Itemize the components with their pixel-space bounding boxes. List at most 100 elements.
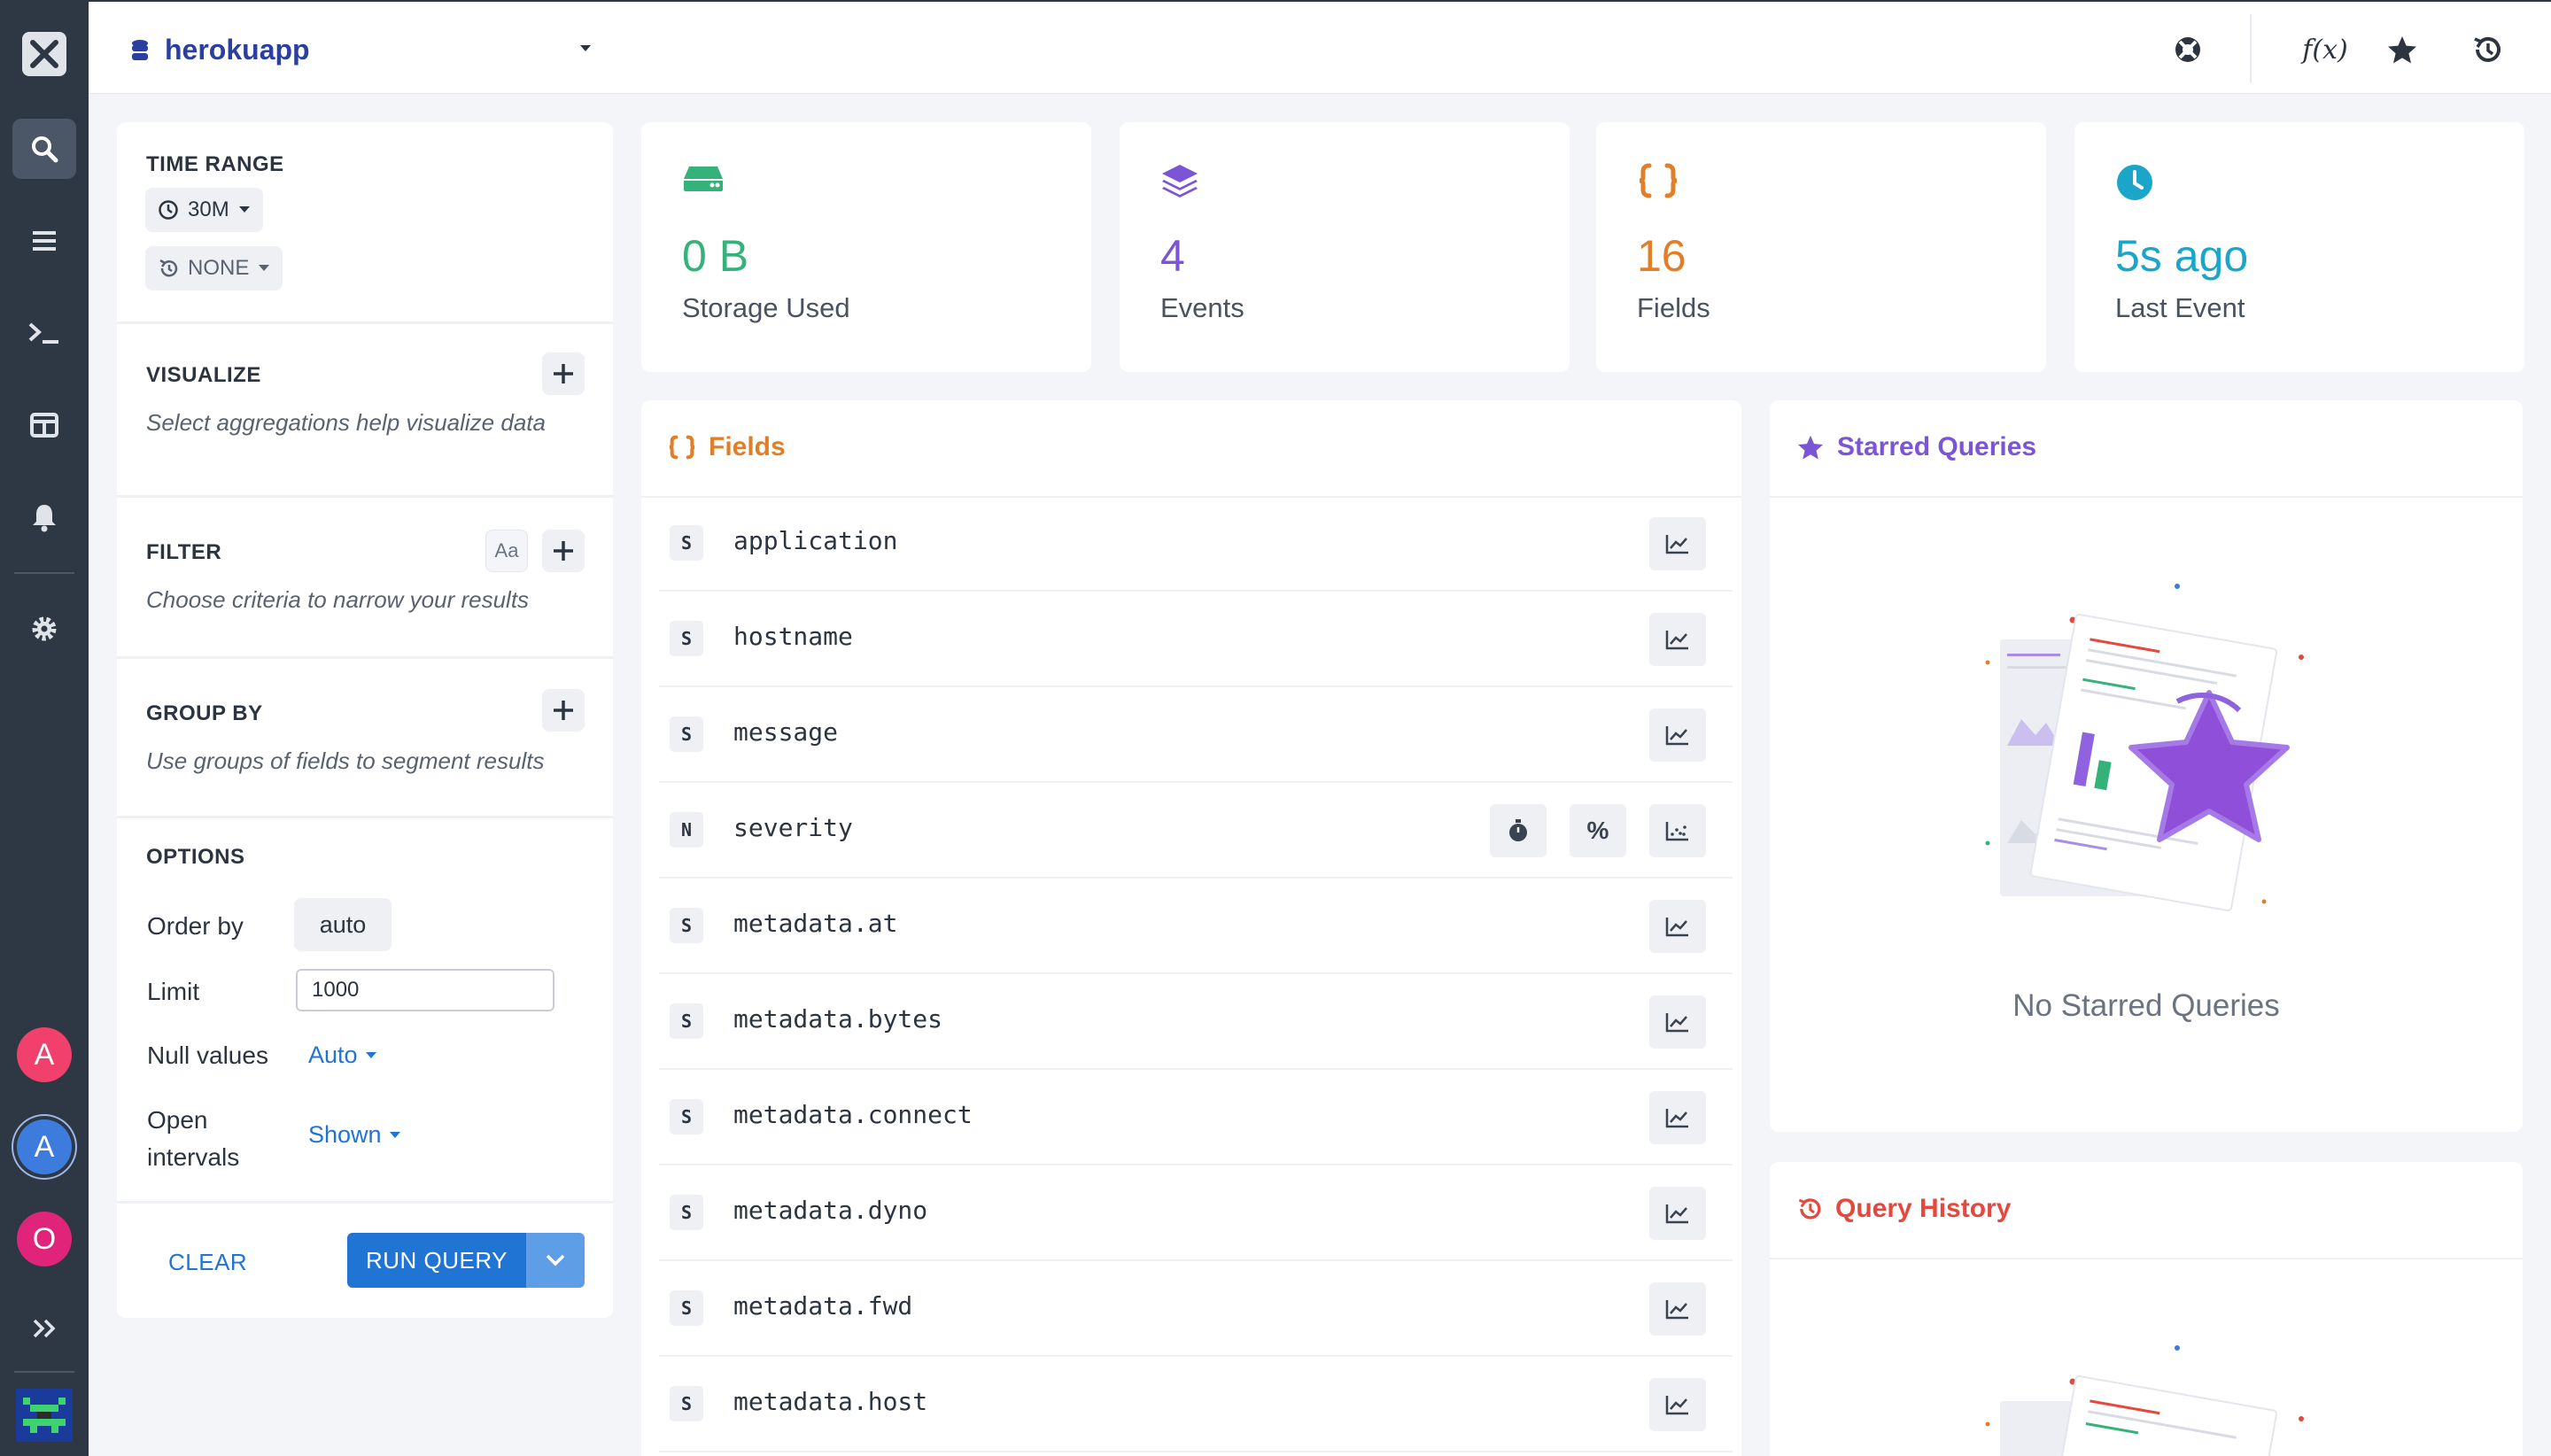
history-icon (1798, 1198, 1821, 1220)
field-row[interactable]: S message (659, 689, 1733, 783)
run-options-button[interactable] (526, 1233, 585, 1288)
fields-panel: Fields S application S hostname S messag… (641, 400, 1741, 1456)
field-type-badge: S (670, 1386, 703, 1421)
chevron-down-icon (365, 1051, 376, 1058)
avatar[interactable]: A (17, 1027, 72, 1082)
history-icon (2474, 36, 2501, 62)
field-name: metadata.at (733, 909, 898, 938)
nav-expand[interactable] (12, 1298, 76, 1359)
stat-value: 4 (1160, 231, 1185, 281)
add-filter-button[interactable] (542, 530, 585, 572)
order-by-select[interactable]: auto (294, 898, 392, 951)
clear-button[interactable]: CLEAR (168, 1249, 248, 1275)
function-icon: f(x) (2302, 34, 2348, 66)
star-icon (2388, 36, 2416, 64)
scatter-chart-icon (1665, 822, 1688, 841)
field-name: metadata.bytes (733, 1004, 943, 1034)
field-row[interactable]: S application (659, 498, 1733, 592)
nav-list[interactable] (12, 211, 76, 271)
field-row[interactable]: S metadata.connect (659, 1072, 1733, 1166)
layers-icon (1162, 165, 1198, 197)
help-icon (2175, 37, 2200, 62)
field-chart-button[interactable] (1649, 995, 1706, 1049)
help-button[interactable] (2167, 28, 2209, 71)
stopwatch-icon (1509, 819, 1527, 841)
field-chart-button[interactable] (1649, 1282, 1706, 1336)
field-chart-button[interactable] (1649, 1187, 1706, 1240)
field-chart-button[interactable] (1649, 517, 1706, 570)
limit-input[interactable] (296, 969, 554, 1011)
field-name: hostname (733, 622, 853, 651)
field-row[interactable]: N severity % (659, 785, 1733, 879)
gear-icon (32, 616, 57, 641)
add-visualization-button[interactable] (542, 352, 585, 395)
field-chart-button[interactable] (1649, 1091, 1706, 1144)
time-range-value: 30M (188, 197, 229, 221)
app-logo[interactable] (22, 32, 66, 76)
avatar[interactable]: O (17, 1212, 72, 1266)
favorites-button[interactable] (2381, 28, 2423, 71)
field-chart-button[interactable] (1649, 900, 1706, 953)
history-button[interactable] (2466, 28, 2508, 71)
field-name: message (733, 717, 839, 747)
case-sensitive-toggle[interactable]: Aa (485, 530, 528, 572)
empty-history-illustration (1985, 1345, 2304, 1456)
section-title: TIME RANGE (146, 152, 284, 176)
time-range-select[interactable]: 30M (145, 188, 263, 232)
field-chart-button[interactable] (1649, 709, 1706, 762)
field-row[interactable]: S metadata.fwd (659, 1263, 1733, 1357)
field-row[interactable]: S metadata.host (659, 1359, 1733, 1452)
field-row[interactable]: S metadata.at (659, 880, 1733, 974)
line-chart-icon (1665, 631, 1688, 650)
plus-icon (554, 364, 573, 383)
field-duration-button[interactable] (1490, 804, 1547, 857)
nav-settings[interactable] (12, 599, 76, 659)
nav-alerts[interactable] (12, 487, 76, 547)
nav-terminal[interactable] (12, 303, 76, 363)
nav-search[interactable] (12, 119, 76, 179)
null-values-label: Null values (147, 1042, 268, 1069)
chevron-down-icon[interactable] (579, 44, 592, 53)
section-hint: Use groups of fields to segment results (146, 747, 545, 774)
open-intervals-label-line: intervals (147, 1143, 240, 1171)
open-intervals-select[interactable]: Shown (308, 1121, 401, 1149)
history-title-text: Query History (1835, 1194, 2012, 1223)
panel-divider (641, 496, 1741, 498)
field-scatter-button[interactable] (1649, 804, 1706, 857)
line-chart-icon (1665, 1204, 1688, 1224)
org-logo[interactable] (16, 1389, 73, 1442)
nav-rail: A A O (0, 0, 89, 1456)
field-name: application (733, 526, 898, 555)
field-row[interactable]: S metadata.bytes (659, 976, 1733, 1070)
null-values-select[interactable]: Auto (308, 1042, 377, 1069)
stat-card-storage: 0 B Storage Used (641, 122, 1091, 372)
field-name: metadata.fwd (733, 1291, 913, 1320)
field-type-badge: S (670, 716, 703, 752)
terminal-icon (28, 322, 58, 344)
field-percent-button[interactable]: % (1570, 804, 1626, 857)
compare-select[interactable]: NONE (145, 246, 283, 290)
field-name: metadata.host (733, 1387, 928, 1416)
functions-button[interactable]: f(x) (2294, 28, 2356, 71)
field-name: severity (733, 813, 853, 842)
avatar[interactable]: A (17, 1119, 72, 1174)
add-group-button[interactable] (542, 689, 585, 732)
stream-selector[interactable]: herokuapp (131, 34, 310, 66)
clock-icon (2117, 165, 2152, 200)
field-row[interactable]: S hostname (659, 593, 1733, 687)
section-title: FILTER (146, 540, 222, 564)
field-name: metadata.connect (733, 1100, 973, 1129)
query-builder: TIME RANGE 30M NONE VISUALIZE Select agg… (117, 122, 613, 1318)
open-intervals-label: Open intervals (147, 1102, 239, 1176)
stat-card-last-event: 5s ago Last Event (2074, 122, 2524, 372)
field-chart-button[interactable] (1649, 1378, 1706, 1431)
history-title: Query History (1796, 1194, 2011, 1224)
run-query-button[interactable]: RUN QUERY (347, 1233, 526, 1288)
section-hint: Select aggregations help visualize data (146, 409, 546, 436)
limit-label: Limit (147, 978, 200, 1005)
field-chart-button[interactable] (1649, 613, 1706, 666)
fields-title-text: Fields (709, 432, 786, 461)
nav-dashboards[interactable] (12, 395, 76, 455)
field-row[interactable]: S metadata.dyno (659, 1167, 1733, 1261)
search-icon (32, 136, 58, 163)
